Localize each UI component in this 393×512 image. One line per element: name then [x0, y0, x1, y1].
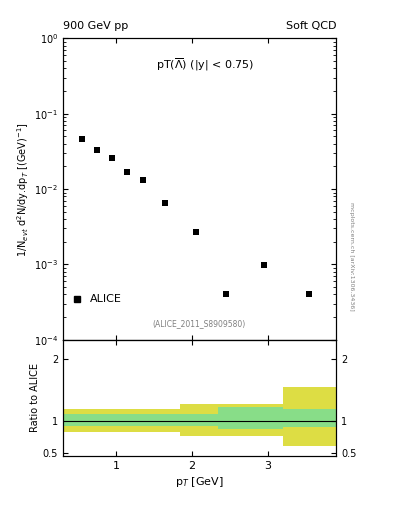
Y-axis label: Ratio to ALICE: Ratio to ALICE — [30, 363, 40, 432]
Text: (ALICE_2011_S8909580): (ALICE_2011_S8909580) — [153, 318, 246, 328]
Text: 900 GeV pp: 900 GeV pp — [63, 21, 128, 31]
Text: pT($\overline{\Lambda}$) (|y| < 0.75): pT($\overline{\Lambda}$) (|y| < 0.75) — [156, 56, 254, 73]
Y-axis label: 1/N$_{evt}$ d$^2$N/dy.dp$_T$ [(GeV)$^{-1}$]: 1/N$_{evt}$ d$^2$N/dy.dp$_T$ [(GeV)$^{-1… — [15, 121, 31, 257]
Text: mcplots.cern.ch [arXiv:1306.3436]: mcplots.cern.ch [arXiv:1306.3436] — [349, 202, 354, 310]
Text: Soft QCD: Soft QCD — [286, 21, 336, 31]
X-axis label: p$_T$ [GeV]: p$_T$ [GeV] — [175, 475, 224, 489]
Text: ALICE: ALICE — [90, 294, 121, 304]
